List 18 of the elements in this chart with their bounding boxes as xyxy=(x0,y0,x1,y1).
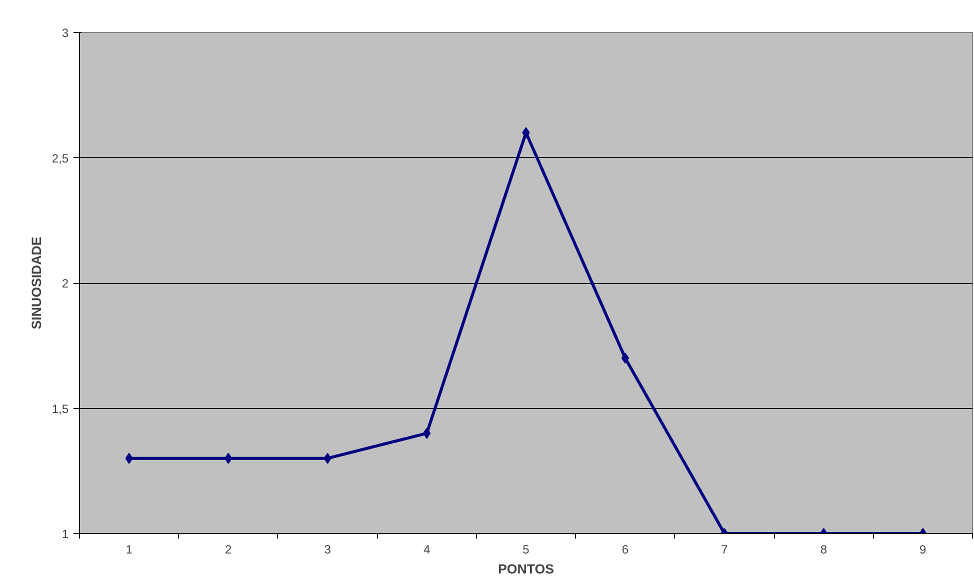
y-tick-label: 1 xyxy=(62,527,69,541)
x-tick-label: 3 xyxy=(324,542,332,556)
y-axis-title: SINUOSIDADE xyxy=(28,236,44,330)
x-tick-label: 2 xyxy=(224,542,232,556)
point xyxy=(621,352,630,364)
y-tick-label: 2 xyxy=(62,276,69,290)
x-tick-label: 6 xyxy=(622,542,629,556)
y-tick-label: 1,5 xyxy=(52,402,69,416)
x-tick-label: 5 xyxy=(522,542,530,556)
x-tick-label: 1 xyxy=(126,542,133,556)
y-tick-label: 3 xyxy=(62,26,69,40)
point xyxy=(422,428,431,439)
x-tick-label: 4 xyxy=(423,542,430,556)
x-axis-title: PONTOS xyxy=(498,562,554,576)
x-tick-label: 7 xyxy=(721,542,728,556)
x-tick-label: 8 xyxy=(820,542,828,556)
y-tick-label: 2,5 xyxy=(52,151,69,166)
x-tick-label: 9 xyxy=(920,542,927,556)
